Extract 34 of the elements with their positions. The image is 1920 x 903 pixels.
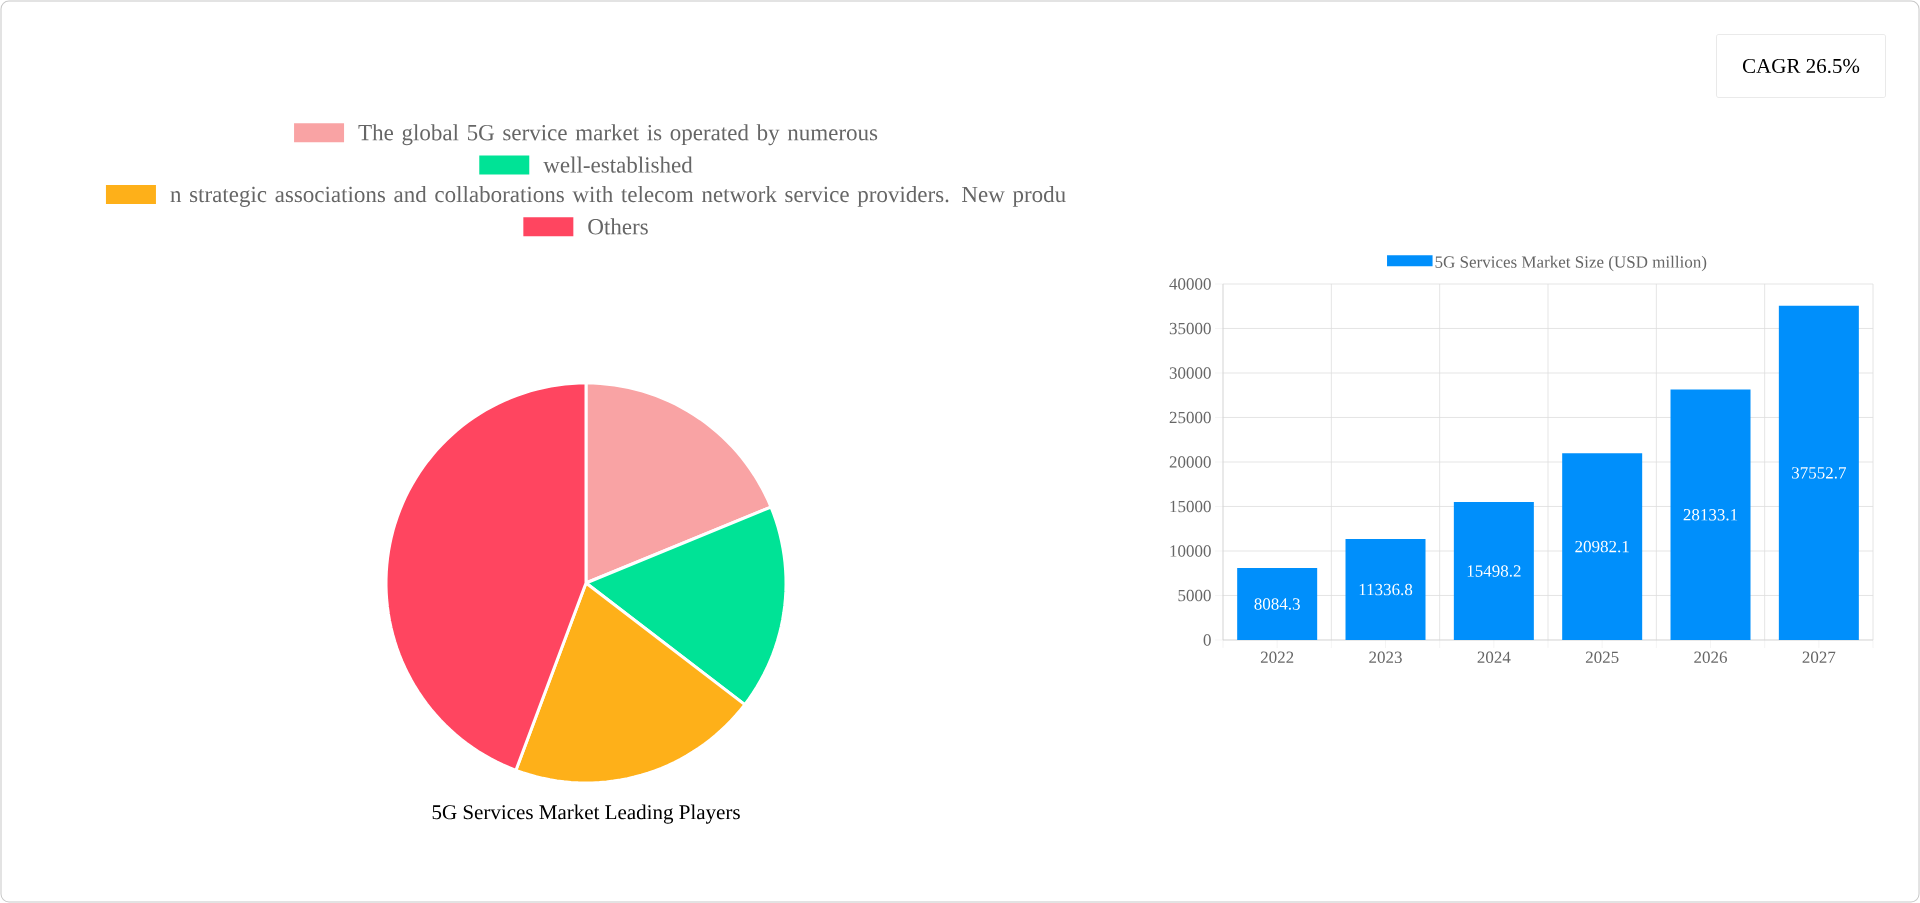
data-label: 37552.7 — [1792, 467, 1846, 479]
y-tick-label: 35000 — [1169, 322, 1211, 335]
legend-label: The global 5G service market is operated by numerous — [358, 124, 878, 146]
bar — [1670, 389, 1751, 640]
y-tick-label: 30000 — [1169, 367, 1211, 379]
y-tick-label: 5000 — [1178, 589, 1211, 602]
bar — [1562, 453, 1643, 640]
y-tick-label: 25000 — [1169, 411, 1211, 424]
y-tick-label: 0 — [1203, 634, 1211, 646]
y-tick-label: 20000 — [1169, 456, 1211, 468]
data-label: 15498.2 — [1467, 565, 1521, 577]
legend-label: n strategic associations and collaborations with telecom network service providers. New produ — [170, 185, 1066, 207]
y-tick-label: 40000 — [1169, 278, 1211, 290]
x-tick-label: 2025 — [1585, 651, 1619, 664]
data-label: 28133.1 — [1683, 509, 1738, 521]
legend-label: 5G Services Market Size (USD million) — [1435, 255, 1707, 272]
legend-label: well-established — [543, 156, 693, 173]
data-label: 11336.8 — [1359, 583, 1413, 596]
x-tick-label: 2022 — [1260, 651, 1294, 664]
y-tick-label: 10000 — [1170, 545, 1211, 557]
y-tick-label: 15000 — [1170, 500, 1211, 513]
x-tick-label: 2027 — [1802, 651, 1836, 664]
text: CAGR 26.5% — [1742, 58, 1860, 74]
data-label: 20982.1 — [1575, 540, 1629, 553]
x-tick-label: 2023 — [1369, 651, 1402, 664]
x-tick-label: 2024 — [1477, 651, 1511, 664]
legend-label: Others — [588, 218, 648, 235]
bar — [1453, 502, 1534, 640]
bar — [1345, 539, 1426, 640]
bar — [1778, 305, 1859, 640]
data-label: 8084.3 — [1254, 598, 1300, 610]
text: 5G Services Market Leading Players — [432, 804, 740, 824]
bar — [1237, 568, 1318, 640]
x-tick-label: 2026 — [1694, 651, 1728, 664]
